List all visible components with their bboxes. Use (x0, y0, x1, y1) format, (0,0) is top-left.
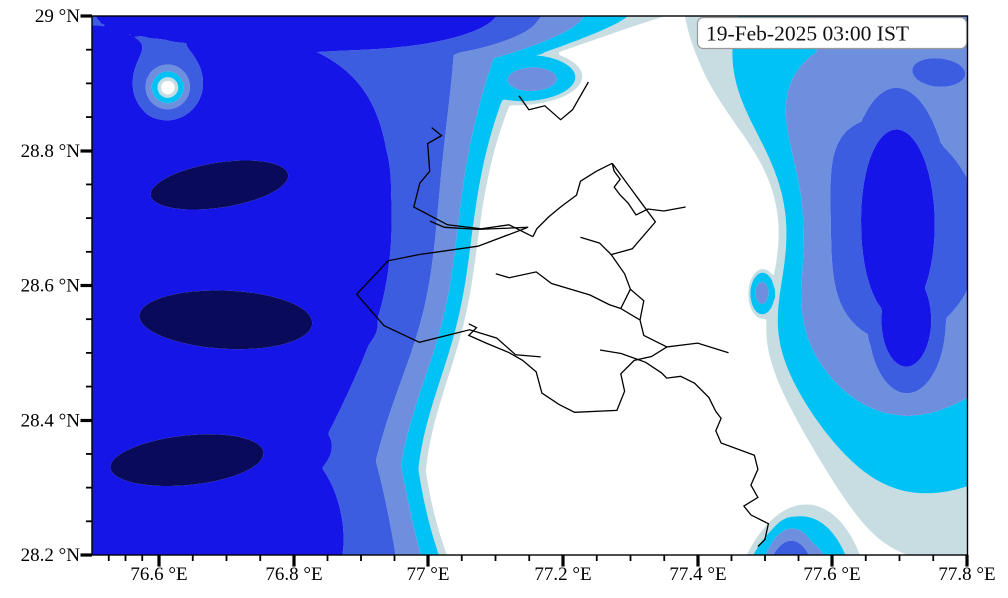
svg-text:77.8 °E: 77.8 °E (938, 564, 995, 585)
svg-text:29 °N: 29 °N (35, 6, 80, 27)
svg-text:77.6 °E: 77.6 °E (803, 564, 860, 585)
svg-text:77.2 °E: 77.2 °E (534, 564, 591, 585)
svg-text:28.8 °N: 28.8 °N (21, 141, 81, 162)
svg-text:28.4 °N: 28.4 °N (21, 411, 81, 432)
svg-text:76.8 °E: 76.8 °E (265, 564, 322, 585)
svg-text:28.6 °N: 28.6 °N (21, 276, 81, 297)
svg-text:19-Feb-2025 03:00 IST: 19-Feb-2025 03:00 IST (706, 22, 909, 46)
svg-text:28.2 °N: 28.2 °N (21, 545, 81, 566)
svg-text:77 °E: 77 °E (407, 564, 450, 585)
svg-text:76.6 °E: 76.6 °E (130, 564, 187, 585)
svg-text:77.4 °E: 77.4 °E (669, 564, 726, 585)
